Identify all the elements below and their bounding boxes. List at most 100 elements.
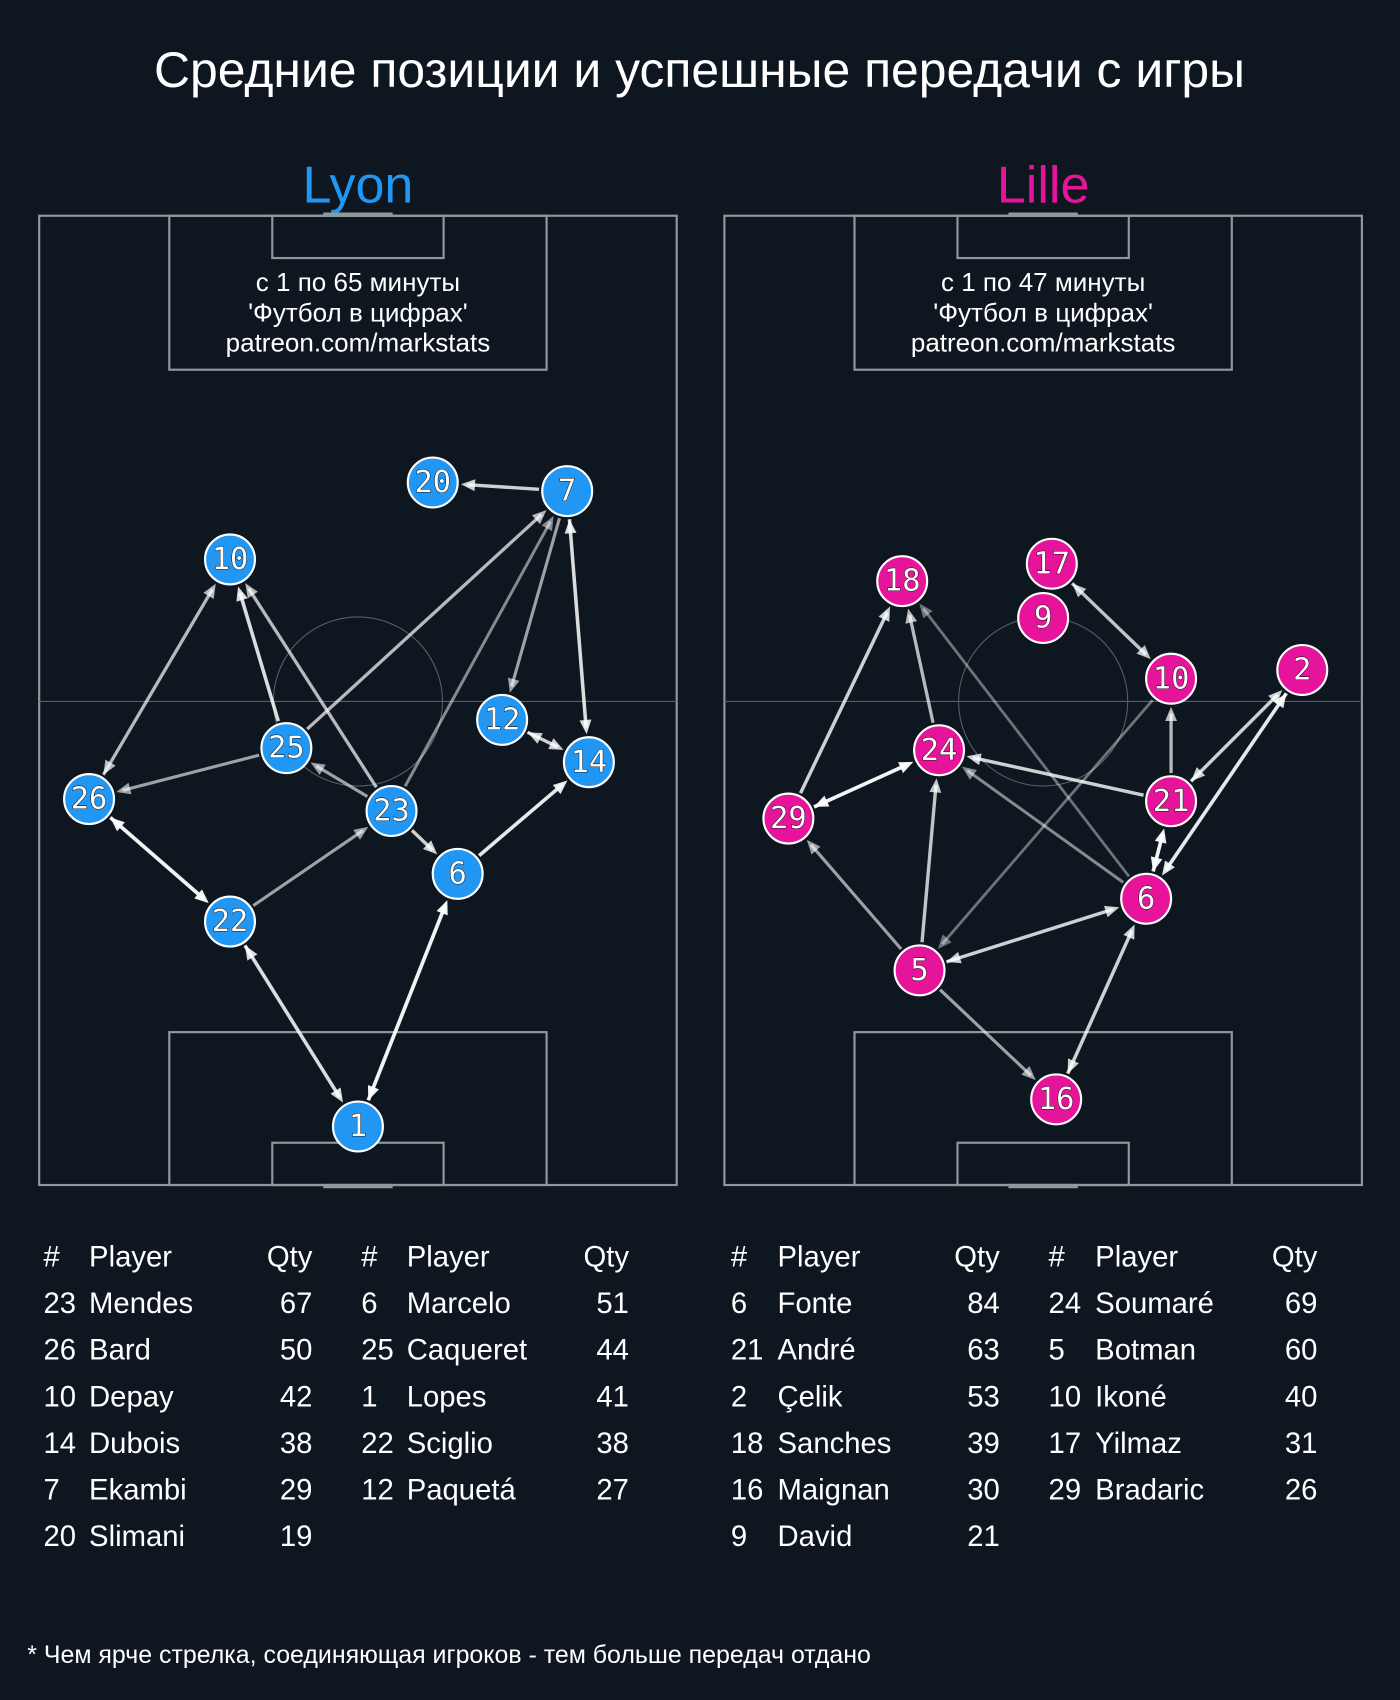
- table-cell: 63: [967, 1335, 1000, 1367]
- arrow-head: [116, 782, 132, 795]
- arrow-shaft: [247, 587, 378, 789]
- pass-arrow: [310, 762, 369, 798]
- arrow-head: [966, 753, 982, 766]
- table-cell: 27: [596, 1475, 629, 1507]
- player-number: 14: [571, 745, 608, 780]
- arrow-shaft: [1066, 929, 1134, 1075]
- table-cell: 20: [44, 1521, 77, 1553]
- arrow-shaft: [366, 905, 447, 1101]
- arrow-shaft: [1189, 693, 1279, 783]
- player-node: [876, 555, 929, 608]
- player-node: [913, 724, 966, 777]
- arrow-shaft: [813, 762, 909, 809]
- player-number: 6: [1137, 881, 1155, 916]
- arrow-shaft: [809, 843, 903, 951]
- table-cell: 21: [967, 1521, 1000, 1553]
- player-node: [63, 773, 116, 826]
- pass-arrow: [252, 826, 369, 907]
- table-header: Player: [407, 1241, 490, 1273]
- footnote: * Чем ярче стрелка, соединяющая игроков …: [27, 1641, 871, 1669]
- table-header: #: [44, 1241, 61, 1273]
- table-cell: Slimani: [89, 1521, 185, 1553]
- table-cell: 16: [731, 1475, 764, 1507]
- table-cell: 38: [596, 1428, 629, 1460]
- pass-arrow: [806, 839, 903, 951]
- player-node: [331, 1100, 384, 1153]
- pass-arrow: [403, 515, 554, 787]
- arrow-shaft: [938, 988, 1033, 1077]
- player-number: 22: [212, 904, 249, 939]
- arrow-head: [961, 766, 977, 780]
- pass-arrow: [109, 816, 209, 904]
- pass-arrow: [306, 510, 547, 731]
- player-number: 6: [449, 856, 467, 891]
- player-node: [406, 456, 459, 509]
- player-number: 2: [1293, 653, 1311, 688]
- pass-arrow: [945, 905, 1120, 964]
- player-node: [762, 792, 815, 845]
- arrow-shaft: [403, 520, 552, 787]
- player-number: 16: [1038, 1082, 1075, 1117]
- arrow-shaft: [1070, 582, 1148, 656]
- player-node: [1030, 1073, 1083, 1126]
- arrow-head: [1104, 905, 1120, 918]
- table-cell: 17: [1049, 1428, 1082, 1460]
- arrow-head: [353, 826, 369, 840]
- note: patreon.com/markstats: [911, 328, 1176, 358]
- pass-arrow: [966, 753, 1144, 797]
- arrow-head: [1150, 856, 1163, 872]
- arrow-shaft: [920, 784, 938, 943]
- table-cell: 23: [44, 1288, 77, 1320]
- table-cell: 30: [967, 1475, 1000, 1507]
- table-cell: Maignan: [778, 1475, 890, 1507]
- table-cell: Soumaré: [1095, 1288, 1214, 1320]
- player-node: [431, 847, 484, 900]
- table-cell: 26: [1285, 1475, 1318, 1507]
- arrow-head: [1268, 689, 1283, 705]
- pass-arrow: [1162, 692, 1288, 876]
- table-cell: 29: [1049, 1475, 1082, 1507]
- table-cell: 41: [596, 1381, 629, 1413]
- pass-arrow: [477, 780, 568, 857]
- table-cell: 40: [1285, 1381, 1318, 1413]
- player-node: [562, 736, 615, 789]
- table-cell: Yilmaz: [1095, 1428, 1182, 1460]
- arrow-head: [367, 1084, 380, 1101]
- table-header: #: [731, 1241, 748, 1273]
- team-name: Lyon: [302, 156, 413, 214]
- arrow-shaft: [109, 816, 206, 901]
- player-number: 21: [1153, 784, 1190, 819]
- arrow-shaft: [243, 944, 342, 1098]
- table-cell: 19: [280, 1521, 313, 1553]
- arrow-shaft: [972, 756, 1144, 797]
- arrow-shaft: [510, 517, 561, 687]
- table-cell: 42: [280, 1381, 313, 1413]
- table-cell: 21: [731, 1335, 764, 1367]
- player-node: [893, 944, 946, 997]
- arrow-head: [1154, 828, 1167, 844]
- arrow-head: [564, 519, 577, 534]
- pass-arrow: [920, 778, 942, 943]
- table-cell: 6: [361, 1288, 377, 1320]
- arrow-shaft: [922, 607, 1131, 878]
- table-cell: David: [778, 1521, 853, 1553]
- arrow-head: [905, 608, 918, 624]
- arrow-shaft: [567, 519, 588, 728]
- arrow-shaft: [306, 513, 543, 731]
- table-cell: Bard: [89, 1335, 151, 1367]
- pass-arrow: [245, 583, 378, 789]
- table-header: Qty: [267, 1241, 313, 1273]
- table-header: Qty: [1272, 1241, 1318, 1273]
- arrow-head: [814, 795, 830, 807]
- arrow-head: [110, 817, 125, 832]
- player-number: 25: [268, 731, 305, 766]
- arrow-head: [460, 479, 476, 492]
- table-cell: 6: [731, 1288, 747, 1320]
- pass-arrow: [1070, 582, 1151, 660]
- pass-arrow: [937, 699, 1154, 949]
- arrow-head: [245, 583, 258, 599]
- arrow-head: [579, 719, 592, 735]
- table-cell: Sciglio: [407, 1428, 493, 1460]
